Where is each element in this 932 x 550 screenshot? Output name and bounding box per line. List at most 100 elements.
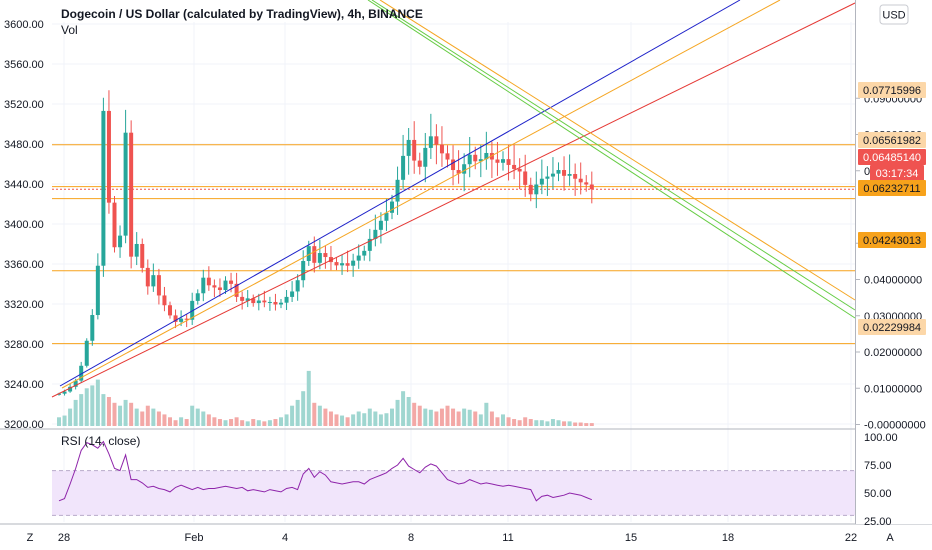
volume-bar: [301, 391, 306, 426]
candle-body: [256, 300, 261, 304]
horizontal-levels[interactable]: [52, 144, 855, 345]
rsi-tick-label: 75.00: [864, 460, 892, 472]
time-tick-label[interactable]: 22: [845, 532, 857, 544]
volume-bar: [118, 405, 123, 426]
volume-bar: [434, 411, 439, 426]
volume-bar: [423, 408, 428, 426]
time-tick-label[interactable]: 4: [282, 532, 288, 544]
candle-body: [584, 182, 589, 185]
volume-bar: [95, 379, 100, 426]
time-tick-label[interactable]: 15: [625, 532, 637, 544]
autoscale-label[interactable]: A: [886, 532, 894, 544]
volume-bar: [129, 402, 134, 426]
price-badges: 0.07715996 0.06561982 0.06485140 03:17:34 0.…: [858, 82, 926, 335]
volume-bar: [489, 411, 494, 426]
candle-body: [312, 246, 317, 263]
candle-body: [134, 243, 139, 257]
trend-line-green-lower[interactable]: [367, 0, 856, 319]
right-tick-label[interactable]: -0.00000000: [864, 420, 926, 432]
time-tick-label[interactable]: 18: [722, 532, 734, 544]
price-badge-label: 0.04243013: [863, 235, 921, 247]
volume-bar: [467, 409, 472, 426]
candle-body: [106, 110, 111, 203]
candle-body: [68, 386, 73, 392]
trend-line-blue[interactable]: [59, 0, 741, 387]
volume-bar: [340, 415, 345, 426]
volume-bar: [245, 421, 250, 426]
volume-bar: [84, 388, 89, 426]
timezone-button-frame[interactable]: [20, 528, 40, 546]
candle-body: [378, 220, 383, 230]
rsi-legend: RSI (14, close): [61, 434, 140, 448]
candle-body: [73, 380, 78, 387]
volume-bar: [90, 385, 95, 426]
candle-body: [234, 283, 239, 297]
volume-bar: [473, 411, 478, 426]
volume-bar: [506, 417, 511, 426]
candle-body: [567, 174, 572, 176]
volume-bar: [290, 405, 295, 426]
left-tick-label: 3200.00: [4, 419, 44, 431]
rsi-axis: 100.00 75.00 50.00 25.00: [864, 432, 898, 528]
candle-body: [140, 243, 145, 268]
time-tick-label[interactable]: 8: [408, 532, 414, 544]
volume-bar: [212, 417, 217, 426]
trend-line-orange-down[interactable]: [379, 0, 856, 301]
volume-bar: [589, 423, 594, 426]
candle-body: [539, 178, 544, 185]
trend-line-red[interactable]: [51, 2, 856, 398]
volume-bar: [240, 420, 245, 426]
price-badge: [858, 232, 926, 248]
trend-line-green-upper[interactable]: [371, 0, 856, 311]
left-tick-label: 3360.00: [4, 259, 44, 271]
candle-body: [412, 139, 417, 161]
time-tick-label[interactable]: 11: [502, 532, 513, 544]
autoscale-button-frame[interactable]: [880, 528, 900, 546]
timezone-button[interactable]: Z: [20, 528, 40, 546]
volume-bars: [57, 370, 594, 426]
rsi-band: [52, 470, 855, 516]
currency-button[interactable]: USD: [879, 4, 909, 25]
candle-body: [573, 174, 578, 179]
volume-bar: [262, 421, 267, 426]
right-tick-label[interactable]: 0.04000000: [864, 275, 922, 287]
rsi-tick-label: 100.00: [864, 432, 898, 444]
volume-bar: [279, 417, 283, 426]
volume-bar: [534, 420, 539, 426]
candle-body: [273, 301, 278, 305]
right-axis-panel[interactable]: [856, 0, 932, 524]
autoscale-button[interactable]: A: [880, 528, 900, 546]
volume-bar: [68, 408, 73, 426]
currency-button-label[interactable]: USD: [882, 10, 905, 22]
time-axis[interactable]: 28 Feb 4 8 11 15 18 22: [58, 532, 857, 544]
volume-bar: [456, 411, 461, 426]
candle-body: [267, 301, 272, 303]
right-tick-label[interactable]: 0.02000000: [864, 347, 922, 359]
price-badge-label: 0.06485140: [863, 152, 921, 164]
volume-bar: [445, 405, 450, 426]
candle-body: [390, 201, 394, 213]
candle-body: [550, 173, 555, 177]
timezone-label[interactable]: Z: [27, 532, 34, 544]
right-tick-label[interactable]: 0.01000000: [864, 383, 922, 395]
volume-bar: [517, 420, 522, 426]
volume-bar: [495, 417, 500, 426]
rsi-tick-label: 25.00: [864, 516, 892, 528]
price-badge: [858, 82, 926, 98]
candle-body: [206, 277, 211, 286]
volume-bar: [306, 370, 311, 426]
volume-bar: [417, 405, 422, 426]
candle-body: [495, 159, 500, 163]
time-tick-label[interactable]: Feb: [185, 532, 204, 544]
trend-lines[interactable]: [51, 0, 856, 398]
volume-bar: [201, 411, 206, 426]
candle-body: [168, 305, 172, 316]
candle-body: [173, 315, 178, 322]
volume-bar: [512, 419, 517, 426]
currency-button-frame[interactable]: [879, 4, 909, 25]
trend-line-orange-up[interactable]: [61, 0, 781, 389]
time-tick-label[interactable]: 28: [58, 532, 70, 544]
candle-body: [212, 285, 217, 288]
